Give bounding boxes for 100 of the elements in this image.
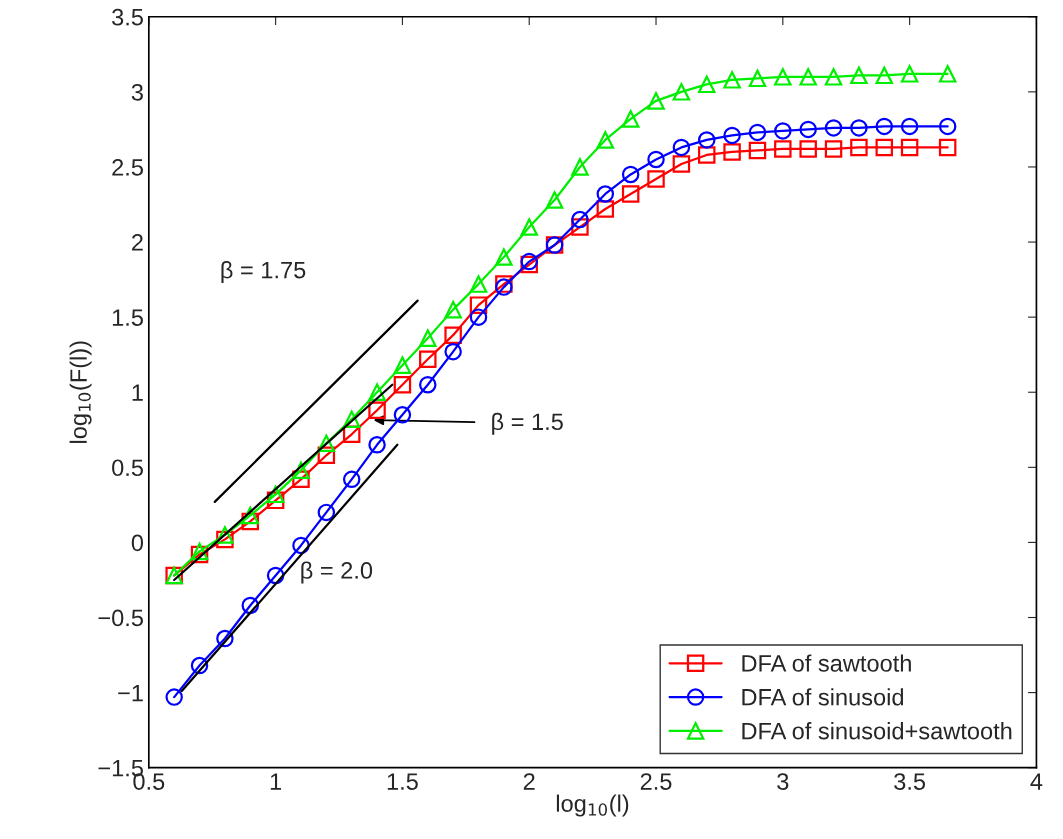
point xyxy=(216,629,234,648)
point xyxy=(774,140,792,158)
point xyxy=(875,117,894,136)
point xyxy=(938,117,957,136)
point xyxy=(850,66,868,85)
point xyxy=(368,401,386,419)
point xyxy=(938,138,957,157)
point xyxy=(571,158,589,176)
x-tick-label: 3.5 xyxy=(894,773,926,790)
point xyxy=(241,596,260,615)
point xyxy=(444,300,462,319)
point xyxy=(342,470,361,489)
point xyxy=(520,218,538,236)
annotation: β = 2.0 xyxy=(301,561,373,584)
point xyxy=(317,446,336,465)
point xyxy=(266,491,285,510)
point xyxy=(875,138,894,157)
point xyxy=(317,434,336,453)
point xyxy=(748,69,767,88)
y-tick-label: 2 xyxy=(132,234,143,251)
x-tick-label: 3 xyxy=(777,773,789,790)
point xyxy=(621,165,640,184)
point xyxy=(266,485,285,504)
annotation: β = 1.5 xyxy=(492,412,563,435)
point xyxy=(165,688,183,706)
point xyxy=(266,566,285,585)
point xyxy=(292,470,310,489)
point xyxy=(824,140,843,158)
point xyxy=(900,117,919,136)
point xyxy=(774,68,792,86)
point xyxy=(647,92,665,110)
point xyxy=(596,200,615,218)
point xyxy=(444,342,462,361)
point xyxy=(647,150,665,169)
point xyxy=(723,71,741,89)
point xyxy=(824,68,843,86)
point xyxy=(393,406,412,424)
point xyxy=(723,143,741,161)
point xyxy=(697,75,716,94)
point xyxy=(672,138,691,157)
y-tick-label: 0.5 xyxy=(112,459,143,477)
point xyxy=(419,329,437,347)
y-tick-label: −1 xyxy=(118,684,143,702)
point xyxy=(393,356,412,374)
y-tick-label: −0.5 xyxy=(98,609,143,627)
point xyxy=(723,126,741,145)
annotation: β = 1.75 xyxy=(221,261,306,284)
y-tick-label: 2.5 xyxy=(112,159,143,176)
x-tick-label: 1.5 xyxy=(387,773,418,790)
x-axis-title: log$_{10}$(l) xyxy=(556,794,629,817)
legend-label: DFA of sinusoid xyxy=(742,688,904,706)
point xyxy=(672,83,691,101)
point xyxy=(672,155,691,173)
point xyxy=(190,656,209,675)
point xyxy=(875,66,894,85)
point xyxy=(393,375,412,394)
point xyxy=(469,296,488,314)
point xyxy=(469,275,488,293)
point xyxy=(697,146,716,164)
point xyxy=(596,185,615,203)
point xyxy=(292,461,310,480)
point xyxy=(900,65,919,83)
point xyxy=(571,210,589,229)
y-tick-label: 0 xyxy=(131,534,144,552)
point xyxy=(824,119,843,137)
y-axis-title: log$_{10}$(F(l)) xyxy=(69,341,92,443)
point xyxy=(900,138,919,157)
legend-label: DFA of sawtooth xyxy=(742,654,911,672)
point xyxy=(748,141,767,160)
point xyxy=(571,218,589,236)
point xyxy=(368,436,386,454)
x-tick-label: 1 xyxy=(270,773,282,790)
x-tick-label: 4 xyxy=(1030,773,1043,790)
point xyxy=(850,119,868,137)
point xyxy=(748,123,767,142)
point xyxy=(697,131,716,149)
point xyxy=(419,375,437,394)
point xyxy=(292,536,310,555)
point xyxy=(799,120,817,139)
point xyxy=(774,122,792,140)
point xyxy=(241,506,260,525)
point xyxy=(444,326,462,344)
point xyxy=(938,65,957,83)
point xyxy=(216,526,234,544)
point xyxy=(621,110,640,128)
point xyxy=(216,530,234,549)
point xyxy=(241,512,260,531)
point xyxy=(621,185,640,203)
x-tick-label: 2.5 xyxy=(640,773,672,790)
legend-label: DFA of sinusoid+sawtooth xyxy=(742,722,1012,740)
y-tick-label: 3.5 xyxy=(112,8,143,26)
y-tick-label: 3 xyxy=(131,83,143,101)
y-tick-label: 1.5 xyxy=(112,309,143,326)
y-tick-label: 1 xyxy=(132,384,143,401)
point xyxy=(469,308,488,326)
point xyxy=(317,503,336,522)
point xyxy=(850,138,868,157)
point xyxy=(545,191,564,209)
point xyxy=(342,410,361,429)
point xyxy=(368,383,386,401)
